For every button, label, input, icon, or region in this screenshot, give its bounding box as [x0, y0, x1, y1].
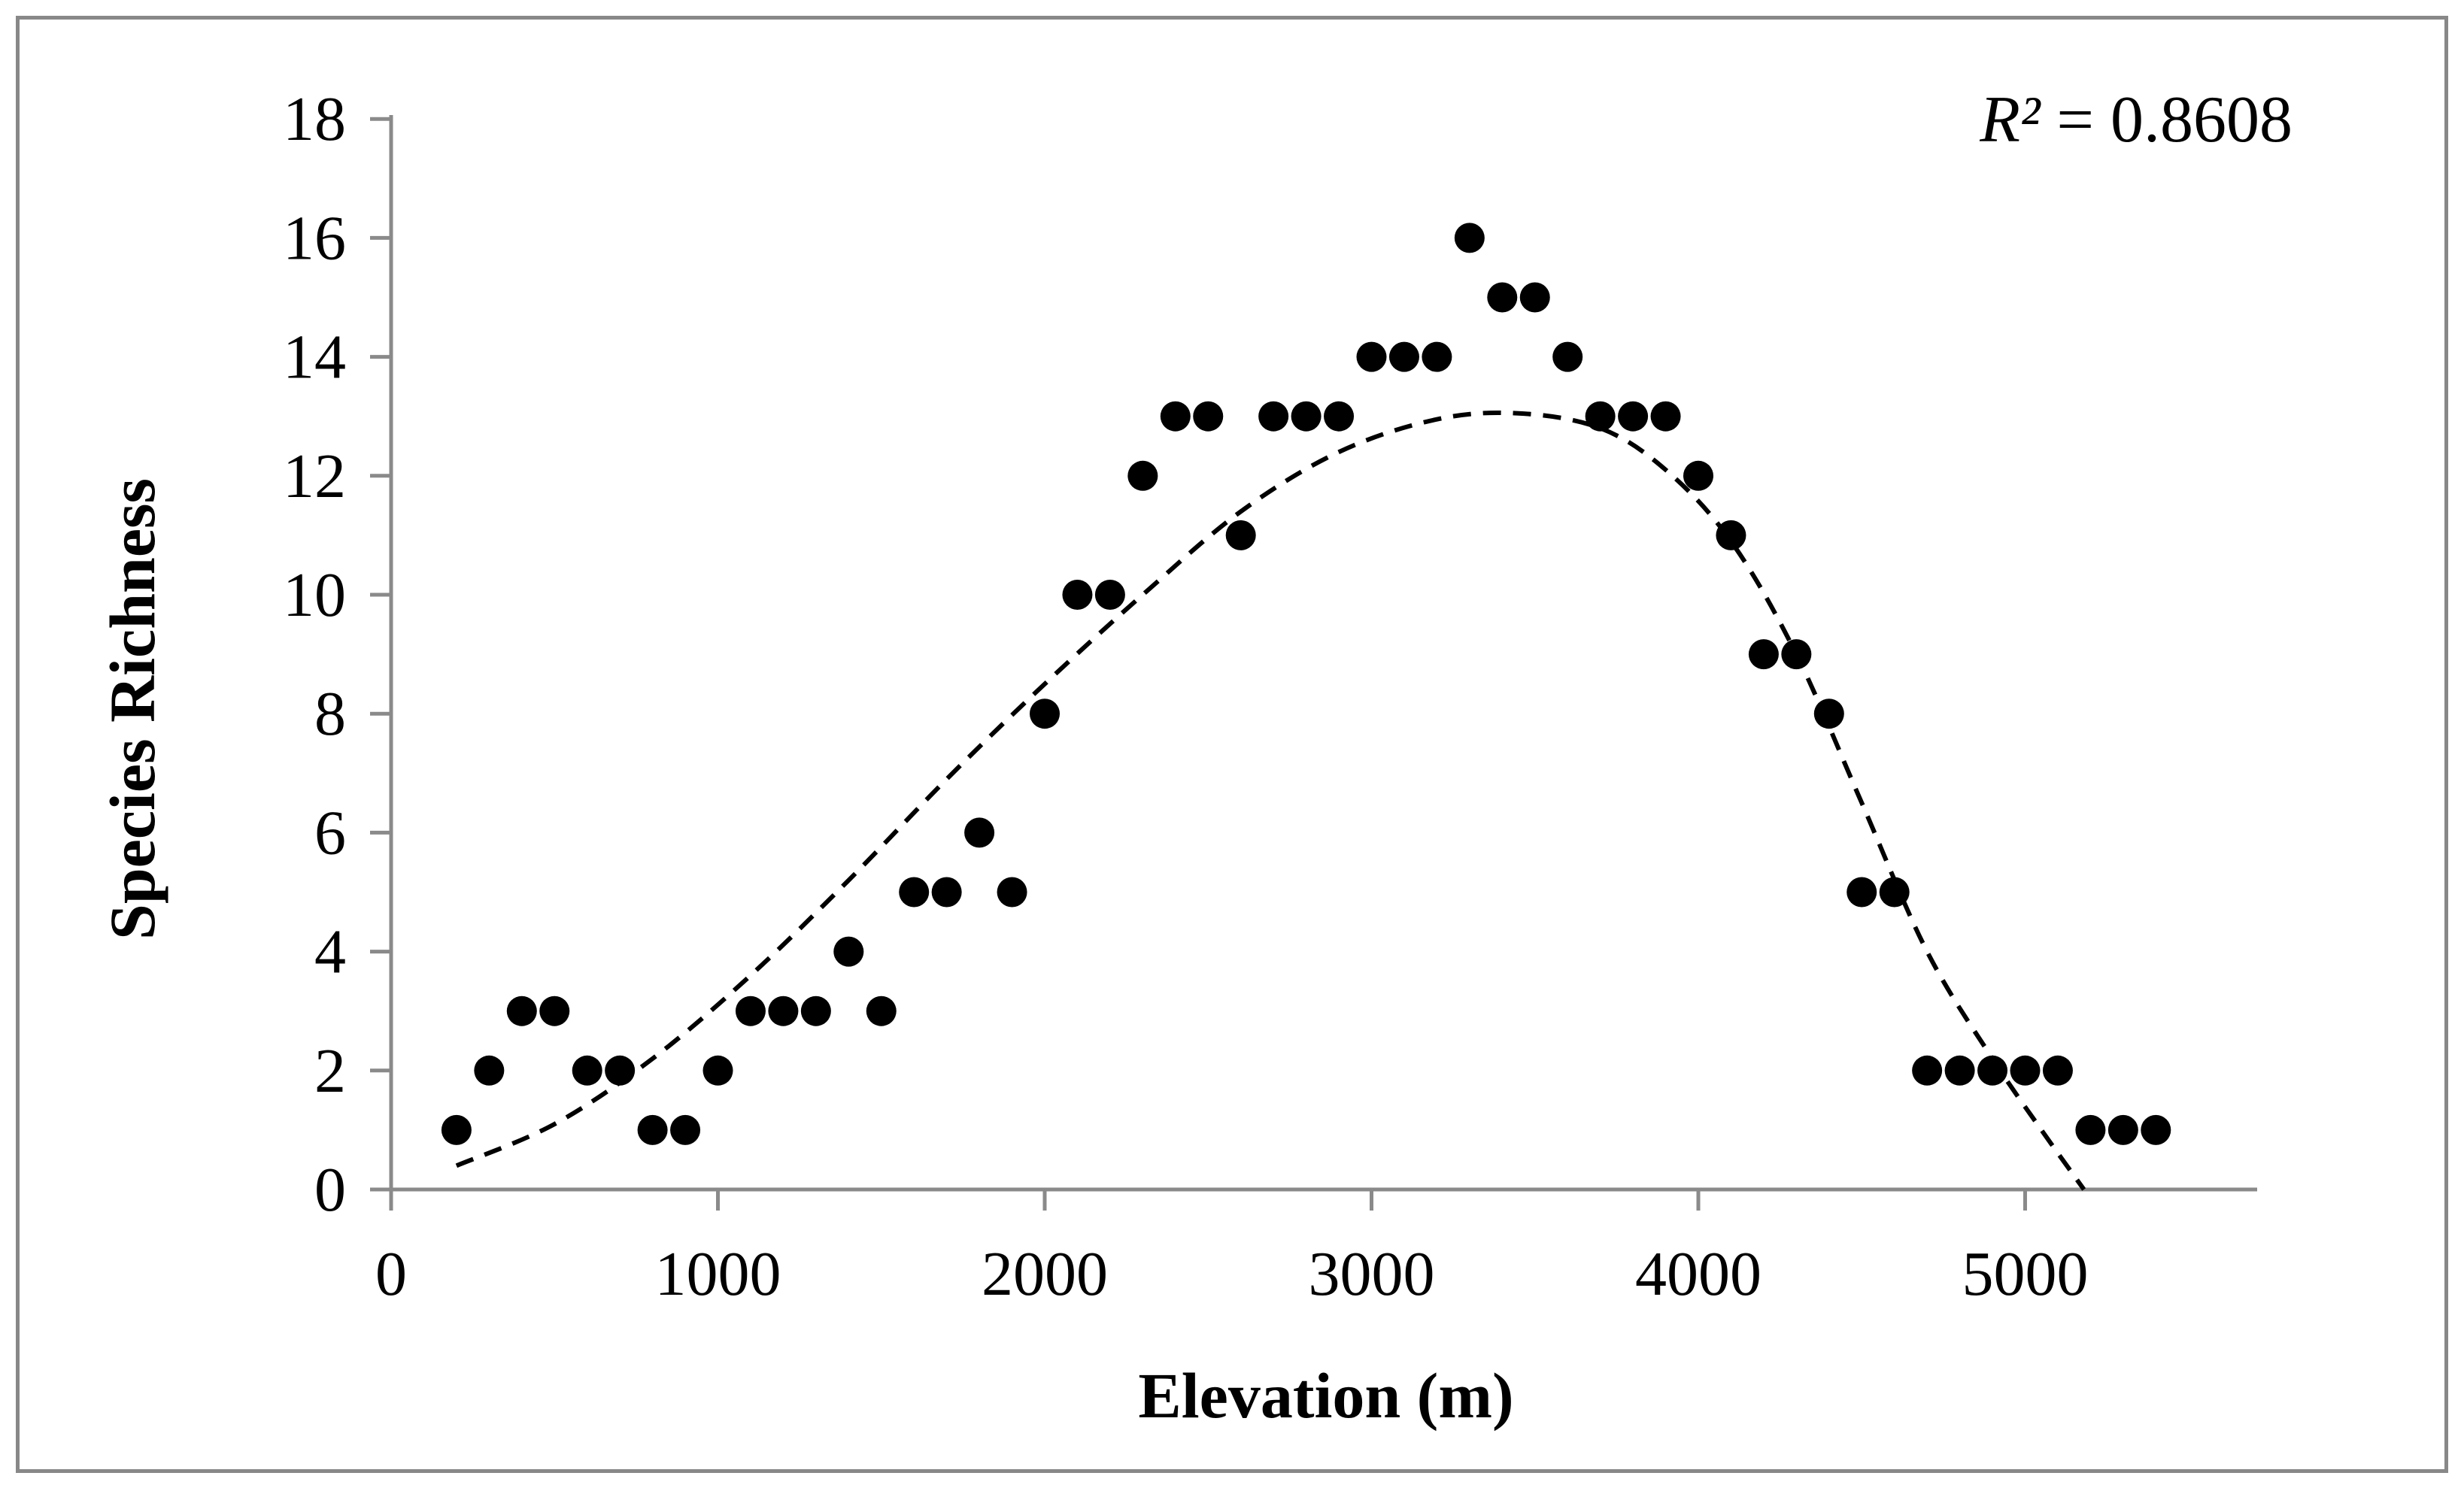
r-squared-symbol: R² [1979, 83, 2041, 156]
r-squared-value: = 0.8608 [2040, 83, 2293, 156]
data-point [1519, 282, 1550, 313]
data-point [506, 995, 537, 1026]
x-tick-label: 1000 [655, 1239, 781, 1309]
data-point [800, 995, 831, 1026]
y-tick-label: 0 [314, 1155, 346, 1225]
data-point [1912, 1055, 1943, 1086]
data-point [1683, 460, 1713, 491]
data-point [1291, 401, 1322, 432]
data-point [899, 877, 930, 908]
data-point [702, 1055, 733, 1086]
data-point [474, 1055, 505, 1086]
x-tick-label: 0 [375, 1239, 407, 1309]
trendline [455, 410, 2086, 1191]
data-point [1422, 341, 1452, 372]
data-point [1356, 341, 1387, 372]
data-point [1781, 639, 1812, 670]
data-point [1193, 401, 1224, 432]
x-axis-ticks: 0 1000 2000 3000 4000 5000 [375, 1189, 2089, 1309]
data-point [1716, 520, 1746, 550]
data-point [1846, 877, 1877, 908]
data-point [670, 1114, 701, 1145]
y-tick-label: 4 [314, 917, 346, 987]
data-point [1127, 460, 1158, 491]
data-point [1650, 401, 1681, 432]
data-point [1160, 401, 1191, 432]
x-tick-label: 2000 [982, 1239, 1108, 1309]
y-tick-label: 10 [283, 560, 346, 630]
r-squared-annotation: R² = 0.8608 [1979, 83, 2293, 156]
x-tick-label: 5000 [1962, 1239, 2089, 1309]
y-tick-label: 12 [283, 441, 346, 511]
data-point [1618, 401, 1649, 432]
data-point [1977, 1055, 2008, 1086]
axes [389, 115, 2257, 1192]
data-point [2141, 1114, 2171, 1145]
data-point [1552, 341, 1583, 372]
data-point [833, 936, 864, 967]
data-point [1094, 580, 1125, 610]
data-point [1258, 401, 1289, 432]
data-point [2042, 1055, 2073, 1086]
data-point [1062, 580, 1093, 610]
y-axis-ticks: 0 2 4 6 8 10 12 14 16 18 [283, 84, 391, 1225]
data-point [1454, 223, 1485, 253]
data-points [441, 223, 2171, 1145]
data-point [572, 1055, 602, 1086]
chart-frame [16, 16, 2448, 1473]
x-axis-title: Elevation (m) [1138, 1359, 1513, 1432]
data-point [637, 1114, 668, 1145]
data-point [1585, 401, 1616, 432]
y-tick-label: 6 [314, 798, 346, 868]
data-point [735, 995, 766, 1026]
data-point [1813, 699, 1844, 729]
data-point [1324, 401, 1355, 432]
data-point [1944, 1055, 1975, 1086]
data-point [1225, 520, 1256, 550]
y-axis-title: Species Richness [96, 478, 168, 940]
data-point [964, 817, 995, 848]
data-point [1487, 282, 1518, 313]
data-point [539, 995, 570, 1026]
y-tick-label: 14 [283, 323, 346, 392]
data-point [931, 877, 962, 908]
data-point [997, 877, 1027, 908]
x-tick-label: 3000 [1309, 1239, 1435, 1309]
x-tick-label: 4000 [1635, 1239, 1762, 1309]
data-point [2010, 1055, 2041, 1086]
data-point [1030, 699, 1060, 729]
data-point [1388, 341, 1419, 372]
data-point [1748, 639, 1779, 670]
data-point [768, 995, 799, 1026]
data-point [1879, 877, 1910, 908]
data-point [605, 1055, 636, 1086]
y-tick-label: 16 [283, 203, 346, 273]
data-point [2075, 1114, 2106, 1145]
data-point [2107, 1114, 2138, 1145]
data-point [441, 1114, 472, 1145]
y-tick-label: 8 [314, 679, 346, 749]
data-point [866, 995, 897, 1026]
y-tick-label: 18 [283, 84, 346, 154]
y-tick-label: 2 [314, 1036, 346, 1106]
